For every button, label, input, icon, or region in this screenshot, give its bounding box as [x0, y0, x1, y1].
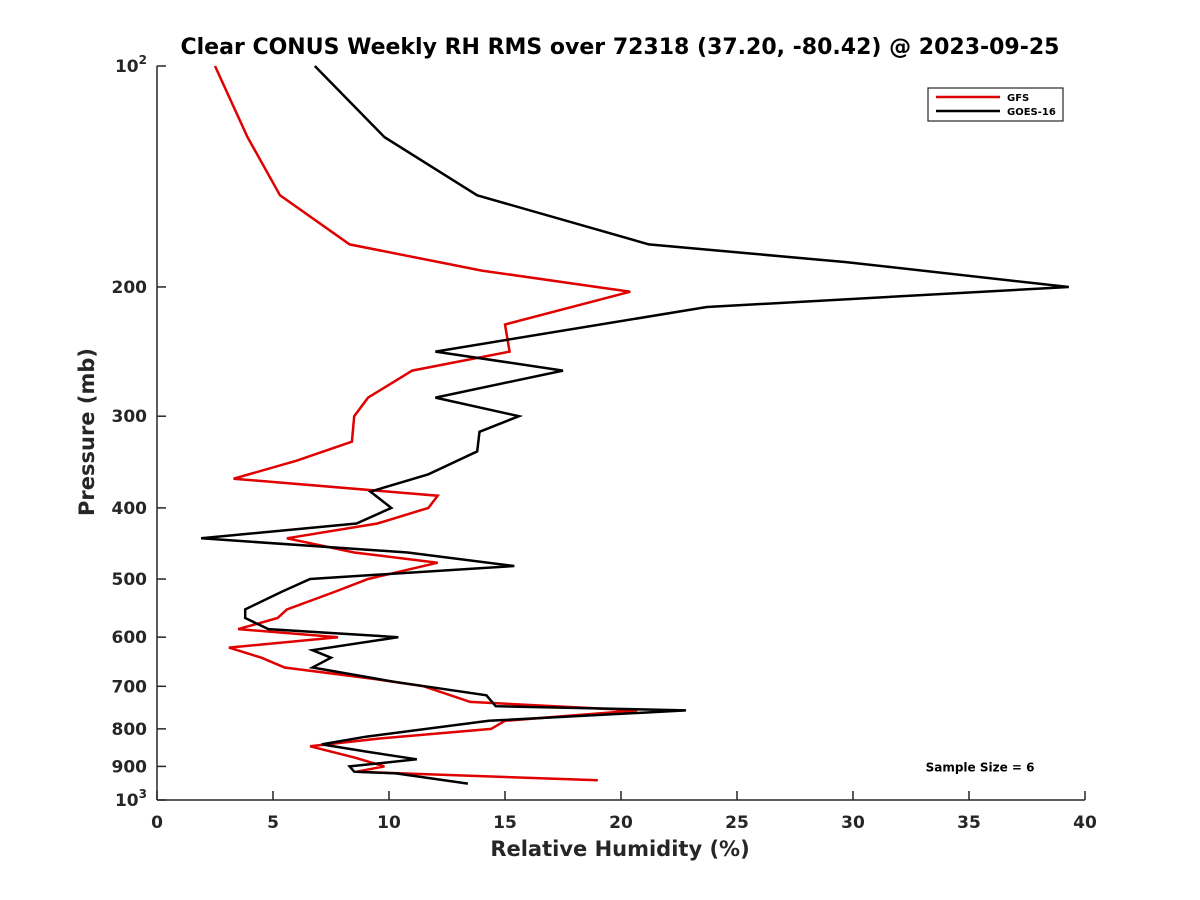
x-tick-label-0: 0 [151, 813, 163, 833]
x-tick-label-40: 40 [1073, 813, 1097, 833]
x-tick-label-20: 20 [609, 813, 633, 833]
axes-layer: 0 5 10 15 20 25 30 35 40 102 200 300 400 500 600 700 800… [112, 53, 1097, 833]
legend: GFS GOES-16 [927, 87, 1064, 122]
series-line-gfs [213, 65, 638, 782]
x-tick-label-10: 10 [377, 813, 401, 833]
chart-title: Clear CONUS Weekly RH RMS over 72318 (37… [181, 35, 1060, 60]
y-axis-label: Pressure (mb) [75, 348, 99, 516]
y-tick-label-300: 300 [112, 407, 148, 427]
y-tick-label-600: 600 [112, 628, 148, 648]
annotation-layer: Sample Size = 6 [926, 760, 1035, 774]
x-tick-label-35: 35 [957, 813, 981, 833]
x-tick-label-5: 5 [267, 813, 279, 833]
annotation-sample-size: Sample Size = 6 [926, 760, 1035, 774]
x-tick-label-25: 25 [725, 813, 749, 833]
legend-label-goes-16: GOES-16 [1007, 107, 1056, 118]
y-tick-label-900: 900 [112, 757, 148, 777]
y-tick-label-1000: 103 [115, 787, 147, 811]
y-tick-label-400: 400 [112, 499, 148, 519]
x-tick-label-30: 30 [841, 813, 865, 833]
series-line-goes-16 [200, 65, 1069, 785]
legend-label-gfs: GFS [1007, 93, 1029, 104]
x-tick-label-15: 15 [493, 813, 517, 833]
y-tick-label-800: 800 [112, 720, 148, 740]
legend-box [927, 87, 1064, 122]
series-layer [200, 65, 1069, 785]
x-axis-label: Relative Humidity (%) [490, 837, 749, 861]
y-tick-label-200: 200 [112, 278, 148, 298]
y-tick-label-500: 500 [112, 570, 148, 590]
y-tick-label-100: 102 [115, 53, 147, 77]
y-tick-label-700: 700 [112, 677, 148, 697]
